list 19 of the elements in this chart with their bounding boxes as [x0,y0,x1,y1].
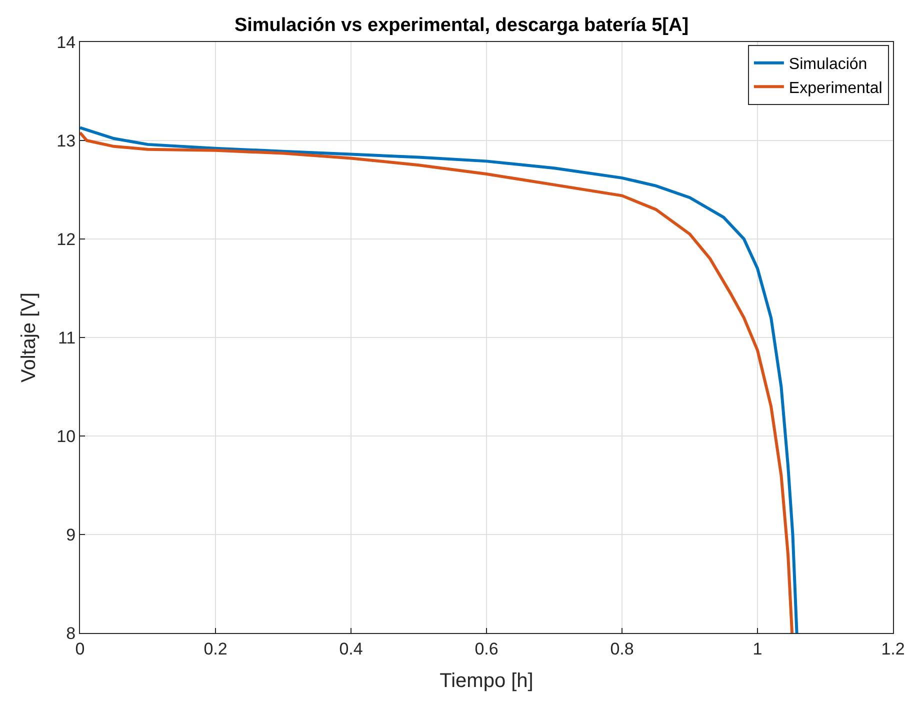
y-tick-label: 10 [56,426,76,446]
y-tick-label: 8 [66,624,76,643]
x-tick-label: 1 [752,639,762,658]
y-tick-label: 9 [66,525,76,544]
x-tick-label: 1.2 [881,639,905,658]
y-tick-label: 12 [56,230,76,249]
y-axis-title: Voltaje [V] [18,292,40,383]
x-axis-title: Tiempo [h] [440,670,534,692]
legend-label: Experimental [788,80,882,97]
chart-title: Simulación vs experimental, descarga batería 5[A] [234,15,689,36]
x-tick-label: 0.4 [339,639,363,658]
y-tick-label: 14 [56,32,76,52]
x-tick-label: 0.8 [610,639,634,658]
x-tick-label: 0 [75,639,85,658]
y-tick-label: 13 [56,131,76,150]
y-tick-label: 11 [58,328,76,348]
legend-label: Simulación [788,56,868,74]
x-tick-label: 0.6 [474,639,498,658]
x-tick-label: 0.2 [204,639,228,658]
